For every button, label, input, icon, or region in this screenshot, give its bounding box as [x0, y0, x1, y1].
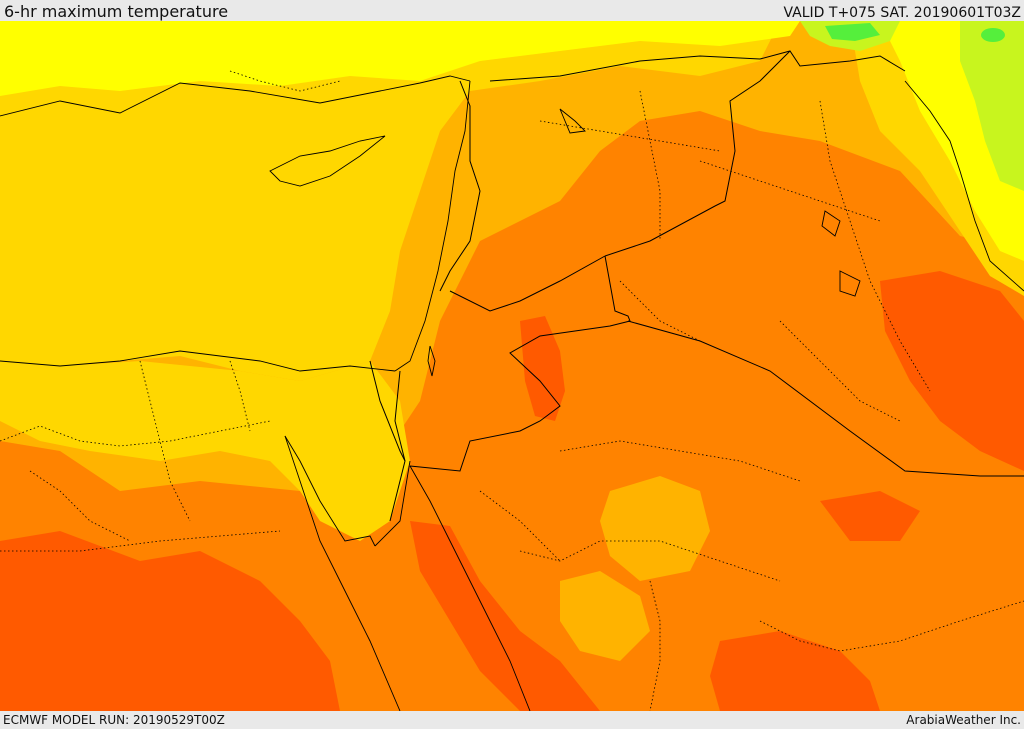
map-title: 6-hr maximum temperature — [4, 2, 229, 21]
field-light-yellow-north — [0, 21, 800, 96]
valid-time-label: VALID T+075 SAT. 20190601T03Z — [783, 5, 1021, 21]
field-lime-northeast — [960, 21, 1024, 191]
field-hot-south-arabia — [710, 631, 880, 711]
field-hot-gulf — [820, 491, 920, 541]
field-yellow-sinai — [0, 361, 410, 541]
field-green-spot — [981, 28, 1005, 42]
field-hot-red-sea-coast — [410, 521, 600, 711]
coastlines — [0, 75, 1024, 711]
field-light-orange-hijaz — [560, 571, 650, 661]
model-run-label: ECMWF MODEL RUN: 20190529T00Z — [3, 713, 225, 727]
header-bar: 6-hr maximum temperature VALID T+075 SAT… — [0, 0, 1024, 21]
footer-bar: ECMWF MODEL RUN: 20190529T00Z ArabiaWeat… — [0, 711, 1024, 729]
field-hot-egypt — [0, 531, 340, 711]
admin-boundaries — [0, 70, 1024, 711]
field-yellow-mediterranean — [0, 21, 780, 381]
field-hot-jordan-valley — [520, 316, 565, 421]
credit-label: ArabiaWeather Inc. — [906, 713, 1021, 727]
map-canvas — [0, 21, 1024, 711]
field-green-north-peak — [825, 23, 880, 41]
field-light-orange-arabia — [600, 476, 710, 581]
temperature-map[interactable] — [0, 21, 1024, 711]
country-borders — [369, 50, 1024, 522]
field-hot-southern-iraq — [880, 271, 1024, 471]
